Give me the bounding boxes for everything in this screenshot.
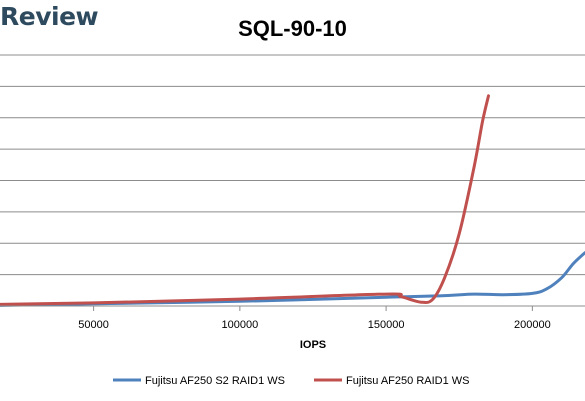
x-tick-label: 150000 bbox=[368, 319, 405, 331]
x-axis-title: IOPS bbox=[300, 339, 326, 351]
x-tick-label: 100000 bbox=[221, 319, 258, 331]
x-tick-label: 200000 bbox=[514, 319, 551, 331]
legend-label: Fujitsu AF250 S2 RAID1 WS bbox=[145, 375, 285, 387]
series-lines bbox=[0, 94, 585, 307]
legend: Fujitsu AF250 S2 RAID1 WS Fujitsu AF250 R… bbox=[113, 375, 470, 387]
series-line-2 bbox=[0, 94, 490, 306]
brand-logo-text: Review bbox=[0, 2, 99, 31]
gridlines bbox=[0, 54, 585, 276]
legend-label: Fujitsu AF250 RAID1 WS bbox=[346, 375, 470, 387]
x-axis: 50000 100000 150000 200000 bbox=[0, 305, 585, 331]
series-line-1 bbox=[0, 251, 585, 307]
x-tick-label: 50000 bbox=[78, 319, 109, 331]
chart-title: SQL-90-10 bbox=[238, 16, 347, 41]
